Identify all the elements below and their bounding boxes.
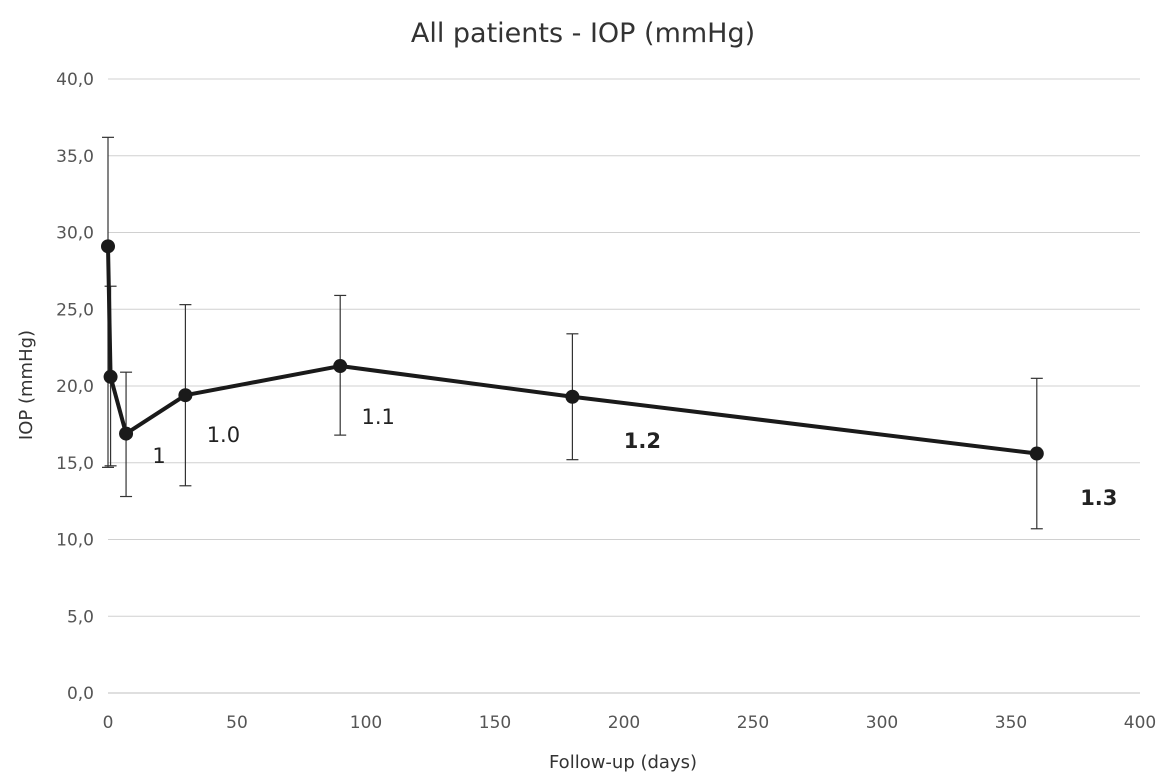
y-tick-label: 20,0 bbox=[56, 377, 94, 397]
x-tick-label: 0 bbox=[103, 713, 114, 733]
point-annotation: 1 bbox=[152, 444, 165, 468]
data-point bbox=[103, 369, 118, 384]
data-point bbox=[565, 389, 580, 404]
data-point bbox=[119, 426, 134, 441]
x-tick-label: 350 bbox=[995, 713, 1027, 733]
chart-title: All patients - IOP (mmHg) bbox=[411, 18, 755, 49]
point-labels: 1 1.0 1.1 1.2 1.3 bbox=[152, 405, 1117, 510]
y-tick-label: 35,0 bbox=[56, 147, 94, 167]
y-tick-label: 25,0 bbox=[56, 300, 94, 320]
gridlines bbox=[108, 78, 1140, 617]
data-point bbox=[1029, 446, 1044, 461]
point-annotation: 1.3 bbox=[1080, 486, 1117, 510]
x-tick-label: 400 bbox=[1124, 713, 1156, 733]
y-axis-title: IOP (mmHg) bbox=[16, 330, 37, 440]
x-tick-label: 200 bbox=[608, 713, 640, 733]
point-annotation: 1.2 bbox=[624, 429, 661, 453]
y-tick-label: 5,0 bbox=[67, 607, 94, 627]
data-point bbox=[178, 388, 193, 403]
x-tick-label: 300 bbox=[866, 713, 898, 733]
y-tick-label: 40,0 bbox=[56, 70, 94, 90]
x-axis-title: Follow-up (days) bbox=[549, 752, 697, 773]
y-tick-label: 0,0 bbox=[67, 684, 94, 704]
x-tick-label: 150 bbox=[479, 713, 511, 733]
x-tick-label: 100 bbox=[350, 713, 382, 733]
point-annotation: 1.1 bbox=[361, 405, 394, 429]
y-tick-label: 15,0 bbox=[56, 454, 94, 474]
data-point bbox=[101, 239, 115, 254]
data-point bbox=[333, 359, 348, 374]
error-bars bbox=[102, 136, 1043, 530]
point-annotation: 1.0 bbox=[207, 423, 240, 447]
series bbox=[101, 239, 1044, 461]
y-tick-label: 30,0 bbox=[56, 224, 94, 244]
axes: 0,0 5,0 10,0 15,0 20,0 25,0 30,0 35,0 40,0 0 50 100… bbox=[56, 70, 1156, 733]
x-tick-label: 50 bbox=[226, 713, 248, 733]
x-tick-label: 250 bbox=[737, 713, 769, 733]
y-tick-label: 10,0 bbox=[56, 531, 94, 551]
